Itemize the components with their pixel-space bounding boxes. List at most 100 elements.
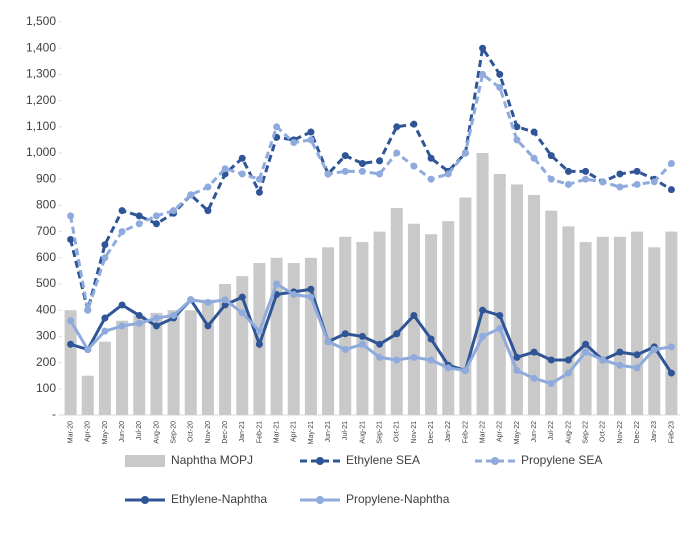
marker: [341, 167, 349, 175]
marker: [393, 356, 401, 364]
y-tick-label: 1,200: [26, 93, 56, 107]
bar: [390, 208, 403, 415]
marker: [187, 191, 195, 199]
marker: [84, 346, 92, 353]
bar: [98, 341, 111, 415]
bar: [322, 247, 335, 415]
y-tick-label: 100: [36, 381, 56, 395]
marker: [461, 366, 469, 374]
marker: [152, 212, 160, 220]
marker: [67, 340, 75, 348]
legend-label: Propylene SEA: [521, 453, 602, 467]
marker: [496, 311, 504, 319]
marker: [341, 330, 349, 338]
marker: [238, 309, 246, 317]
x-tick-label: Apr-22: [497, 421, 504, 442]
marker: [101, 327, 109, 335]
x-tick-label: Apr-20: [85, 421, 92, 442]
marker: [650, 178, 658, 186]
bar: [270, 257, 283, 415]
marker: [427, 356, 435, 364]
marker: [667, 369, 675, 377]
x-tick-label: Dec-20: [222, 421, 229, 444]
x-tick-label: May-20: [102, 421, 109, 444]
bar: [459, 197, 472, 415]
marker: [152, 220, 160, 228]
marker: [530, 128, 538, 136]
bar: [442, 221, 455, 415]
marker: [221, 301, 229, 309]
marker: [204, 183, 212, 191]
marker: [255, 175, 263, 183]
bar: [665, 231, 678, 415]
legend-swatch: [125, 455, 165, 467]
x-tick-label: Jan-21: [239, 421, 246, 443]
y-tick-label: 1,500: [26, 14, 56, 28]
marker: [633, 351, 641, 359]
marker: [204, 207, 212, 215]
marker: [599, 356, 607, 364]
bar: [596, 236, 609, 415]
marker: [410, 353, 418, 361]
x-tick-label: Aug-22: [565, 421, 572, 444]
marker: [496, 325, 504, 333]
marker: [67, 317, 75, 325]
x-tick-label: Oct-22: [600, 421, 607, 442]
y-tick-label: 500: [36, 276, 56, 290]
marker: [307, 293, 315, 301]
bar: [167, 310, 180, 415]
marker: [376, 340, 384, 348]
x-tick-label: Sep-21: [376, 421, 383, 444]
marker: [135, 212, 143, 220]
bar: [545, 210, 558, 415]
x-tick-label: Nov-22: [617, 421, 624, 444]
marker: [238, 154, 246, 162]
legend-marker: [491, 457, 499, 465]
x-tick-label: Aug-20: [153, 421, 160, 444]
marker: [255, 188, 263, 196]
y-tick-label: 800: [36, 198, 56, 212]
y-tick-label: 1,400: [26, 40, 56, 54]
marker: [479, 306, 487, 314]
bar: [219, 284, 232, 415]
marker: [101, 254, 109, 262]
x-tick-label: May-22: [514, 421, 521, 444]
marker: [410, 120, 418, 128]
marker: [118, 207, 126, 215]
marker: [444, 170, 452, 178]
y-tick-label: 400: [36, 302, 56, 316]
x-tick-label: Jun-22: [531, 421, 538, 443]
bar: [287, 263, 300, 415]
marker: [170, 207, 178, 215]
marker: [204, 322, 212, 330]
x-tick-label: Mar-22: [479, 421, 486, 443]
marker: [273, 123, 281, 131]
marker: [667, 343, 675, 351]
marker: [410, 162, 418, 170]
marker: [582, 175, 590, 183]
marker: [290, 139, 298, 147]
marker: [255, 340, 263, 348]
y-tick-label: 1,100: [26, 119, 56, 133]
marker: [221, 296, 229, 304]
x-tick-label: Feb-21: [256, 421, 263, 443]
marker: [393, 123, 401, 131]
x-tick-label: Sep-22: [582, 421, 589, 444]
marker: [427, 335, 435, 343]
marker: [307, 136, 315, 144]
x-tick-label: Jul-20: [136, 421, 143, 440]
marker: [427, 154, 435, 162]
marker: [496, 84, 504, 91]
x-tick-label: May-21: [308, 421, 315, 444]
marker: [616, 170, 624, 178]
bar: [133, 315, 146, 415]
marker: [273, 280, 281, 288]
x-tick-label: Dec-21: [428, 421, 435, 444]
marker: [255, 327, 263, 335]
marker: [530, 154, 538, 162]
marker: [616, 361, 624, 369]
x-tick-label: Mar-21: [273, 421, 280, 443]
marker: [582, 348, 590, 356]
marker: [67, 235, 75, 243]
